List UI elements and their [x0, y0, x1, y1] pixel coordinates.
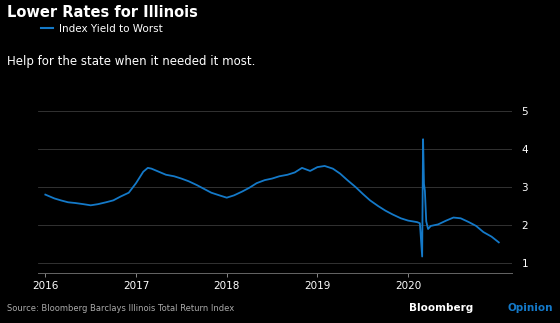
Text: Opinion: Opinion	[507, 303, 553, 313]
Legend: Index Yield to Worst: Index Yield to Worst	[41, 24, 162, 34]
Text: Bloomberg: Bloomberg	[409, 303, 473, 313]
Text: Help for the state when it needed it most.: Help for the state when it needed it mos…	[7, 55, 256, 68]
Text: Lower Rates for Illinois: Lower Rates for Illinois	[7, 5, 198, 20]
Text: Source: Bloomberg Barclays Illinois Total Return Index: Source: Bloomberg Barclays Illinois Tota…	[7, 304, 235, 313]
